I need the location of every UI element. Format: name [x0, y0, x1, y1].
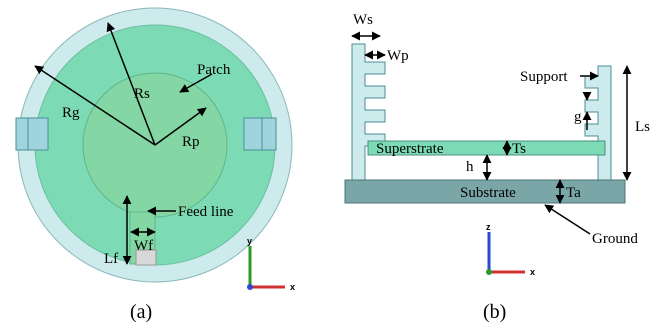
axis-label: y: [247, 236, 252, 246]
label: Substrate: [460, 185, 516, 201]
label: Superstrate: [376, 141, 444, 157]
label: Wf: [134, 238, 153, 254]
figure: Rs Patch Rg Rp Feed line Lf Wf y x (a) W…: [0, 0, 665, 328]
ground-pointer: [545, 205, 590, 234]
label: Ta: [566, 185, 581, 201]
right-support: [585, 66, 611, 180]
left-support: [352, 44, 385, 180]
axis-origin: [247, 284, 253, 290]
label: Ls: [635, 119, 650, 135]
label: Rs: [134, 86, 150, 102]
label: Ts: [512, 141, 526, 157]
axis-origin: [486, 269, 492, 275]
label: Support: [520, 69, 568, 85]
caption: (a): [130, 301, 152, 323]
side-tab: [16, 118, 48, 150]
side-tab: [244, 118, 276, 150]
label: Ws: [353, 12, 373, 28]
axis-label: z: [486, 222, 491, 232]
label: Patch: [197, 62, 231, 78]
label: Feed line: [178, 204, 234, 220]
axis-label: x: [530, 267, 535, 277]
axis-label: x: [290, 282, 295, 292]
label: h: [466, 159, 474, 175]
side-view: Ws Wp Support g Ls Superstrate Ts h Subs…: [345, 12, 650, 323]
top-view: Rs Patch Rg Rp Feed line Lf Wf y x (a): [16, 8, 295, 323]
label: Wp: [387, 48, 409, 64]
label: Rg: [62, 105, 80, 121]
label: Ground: [592, 231, 638, 247]
label: Lf: [104, 251, 118, 267]
caption: (b): [483, 301, 506, 323]
label: Rp: [182, 134, 200, 150]
label: g: [574, 109, 582, 125]
